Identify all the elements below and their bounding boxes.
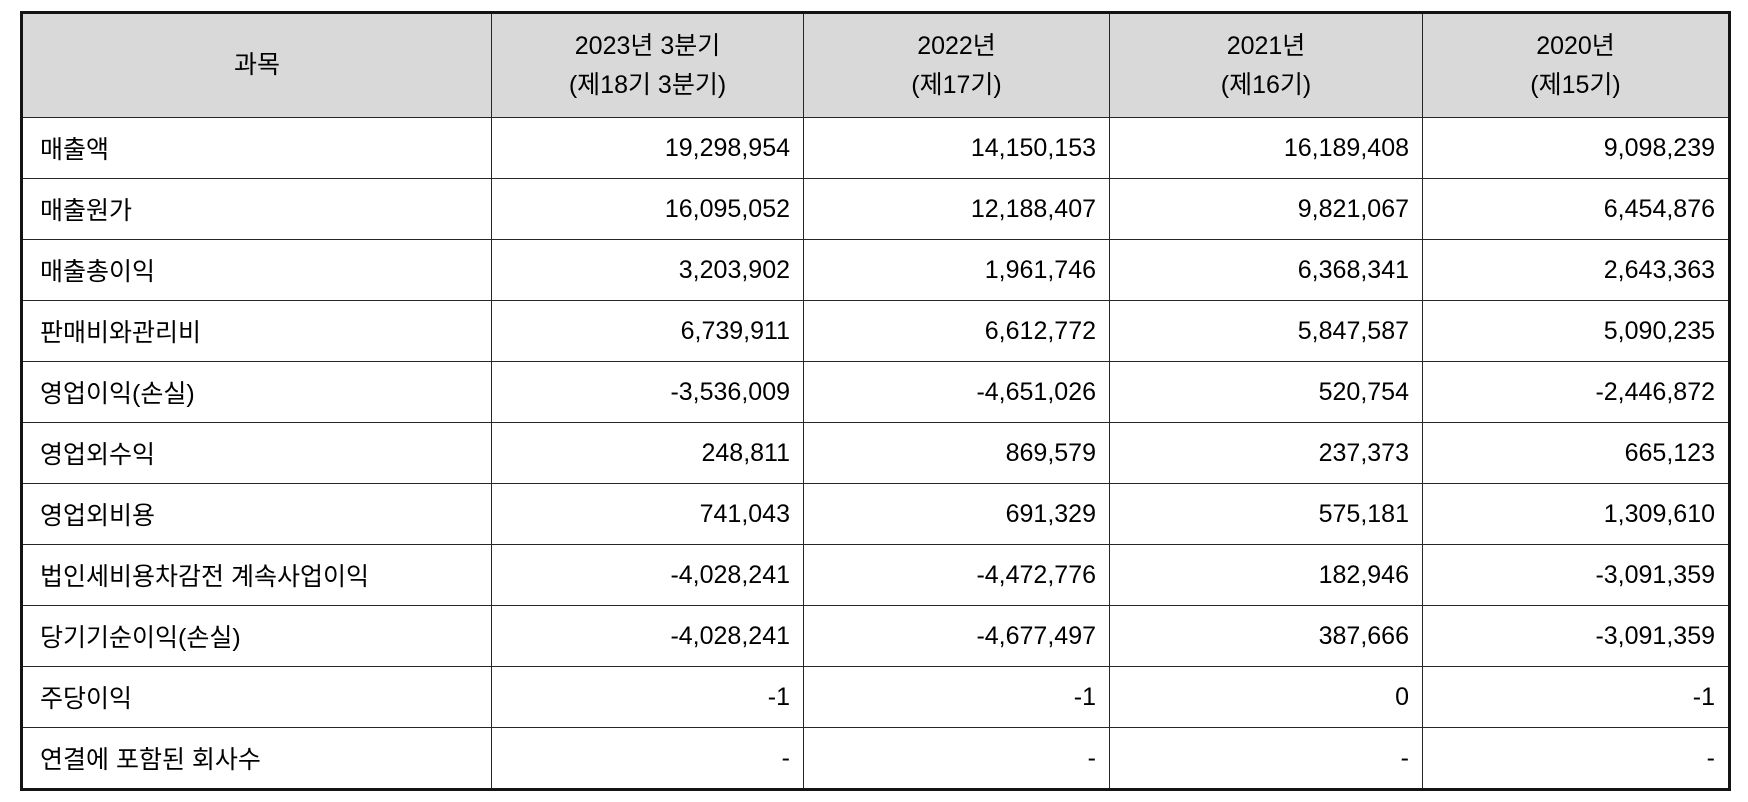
table-row-gross-profit: 매출총이익 3,203,902 1,961,746 6,368,341 2,64… [21,239,1730,301]
cell-value: 12,188,407 [803,178,1110,240]
cell-value: 869,579 [803,422,1110,484]
column-header-label: 2022년 [917,31,996,60]
cell-value: 575,181 [1109,483,1423,545]
cell-value: 6,368,341 [1109,239,1423,301]
cell-value: 9,098,239 [1422,117,1730,179]
cell-value: 1,961,746 [803,239,1110,301]
column-header-2022: 2022년 (제17기) [803,12,1110,118]
cell-value: 14,150,153 [803,117,1110,179]
cell-value: 248,811 [491,422,804,484]
cell-value: -4,028,241 [491,605,804,667]
cell-value: 6,739,911 [491,300,804,362]
cell-value: 16,095,052 [491,178,804,240]
row-label: 연결에 포함된 회사수 [21,727,492,790]
table-row-non-operating-expense: 영업외비용 741,043 691,329 575,181 1,309,610 [21,483,1730,545]
cell-value: -4,651,026 [803,361,1110,423]
cell-value: -3,091,359 [1422,544,1730,606]
row-label: 매출총이익 [21,239,492,301]
cell-value: 6,454,876 [1422,178,1730,240]
cell-value: - [491,727,804,790]
cell-value: 691,329 [803,483,1110,545]
row-label: 영업외비용 [21,483,492,545]
cell-value: 387,666 [1109,605,1423,667]
table-row-consolidated-companies: 연결에 포함된 회사수 - - - - [21,727,1730,790]
column-header-label: 2021년 [1226,31,1306,60]
column-header-sublabel: (제18기 3분기) [568,70,727,99]
row-label: 영업외수익 [21,422,492,484]
column-header-label: 2020년 [1536,31,1615,60]
cell-value: -1 [803,666,1110,728]
table-row-revenue: 매출액 19,298,954 14,150,153 16,189,408 9,0… [21,117,1730,179]
table-row-net-income: 당기기순이익(손실) -4,028,241 -4,677,497 387,666… [21,605,1730,667]
header-row: 과목 2023년 3분기 (제18기 3분기) 2022년 (제17기) 202… [21,12,1730,118]
row-label: 당기기순이익(손실) [21,605,492,667]
cell-value: 5,090,235 [1422,300,1730,362]
column-header-2020: 2020년 (제15기) [1422,12,1730,118]
cell-value: - [803,727,1110,790]
row-label: 주당이익 [21,666,492,728]
column-header-2023-q3: 2023년 3분기 (제18기 3분기) [491,12,804,118]
cell-value: -3,091,359 [1422,605,1730,667]
column-header-sublabel: (제17기) [911,70,1002,99]
cell-value: -2,446,872 [1422,361,1730,423]
row-label: 법인세비용차감전 계속사업이익 [21,544,492,606]
row-label: 판매비와관리비 [21,300,492,362]
table-row-cost-of-sales: 매출원가 16,095,052 12,188,407 9,821,067 6,4… [21,178,1730,240]
column-header-subject: 과목 [21,12,492,118]
table-row-earnings-per-share: 주당이익 -1 -1 0 -1 [21,666,1730,728]
cell-value: -3,536,009 [491,361,804,423]
column-header-label: 과목 [233,51,280,79]
cell-value: -4,677,497 [803,605,1110,667]
cell-value: -4,028,241 [491,544,804,606]
financial-summary-table: 과목 2023년 3분기 (제18기 3분기) 2022년 (제17기) 202… [20,11,1731,791]
column-header-sublabel: (제16기) [1220,70,1312,99]
cell-value: 6,612,772 [803,300,1110,362]
cell-value: 182,946 [1109,544,1423,606]
cell-value: 9,821,067 [1109,178,1423,240]
cell-value: 520,754 [1109,361,1423,423]
cell-value: 1,309,610 [1422,483,1730,545]
cell-value: -1 [1422,666,1730,728]
table-row-non-operating-income: 영업외수익 248,811 869,579 237,373 665,123 [21,422,1730,484]
column-header-2021: 2021년 (제16기) [1109,12,1423,118]
table-row-sg-and-a: 판매비와관리비 6,739,911 6,612,772 5,847,587 5,… [21,300,1730,362]
row-label: 영업이익(손실) [21,361,492,423]
cell-value: 19,298,954 [491,117,804,179]
table-row-pretax-income: 법인세비용차감전 계속사업이익 -4,028,241 -4,472,776 18… [21,544,1730,606]
cell-value: 2,643,363 [1422,239,1730,301]
cell-value: 237,373 [1109,422,1423,484]
cell-value: 741,043 [491,483,804,545]
cell-value: 0 [1109,666,1423,728]
cell-value: - [1422,727,1730,790]
column-header-sublabel: (제15기) [1530,70,1621,99]
cell-value: 665,123 [1422,422,1730,484]
cell-value: - [1109,727,1423,790]
cell-value: -4,472,776 [803,544,1110,606]
cell-value: 16,189,408 [1109,117,1423,179]
cell-value: 5,847,587 [1109,300,1423,362]
column-header-label: 2023년 3분기 [574,31,721,60]
table-row-operating-income: 영업이익(손실) -3,536,009 -4,651,026 520,754 -… [21,361,1730,423]
cell-value: 3,203,902 [491,239,804,301]
row-label: 매출원가 [21,178,492,240]
cell-value: -1 [491,666,804,728]
row-label: 매출액 [21,117,492,179]
